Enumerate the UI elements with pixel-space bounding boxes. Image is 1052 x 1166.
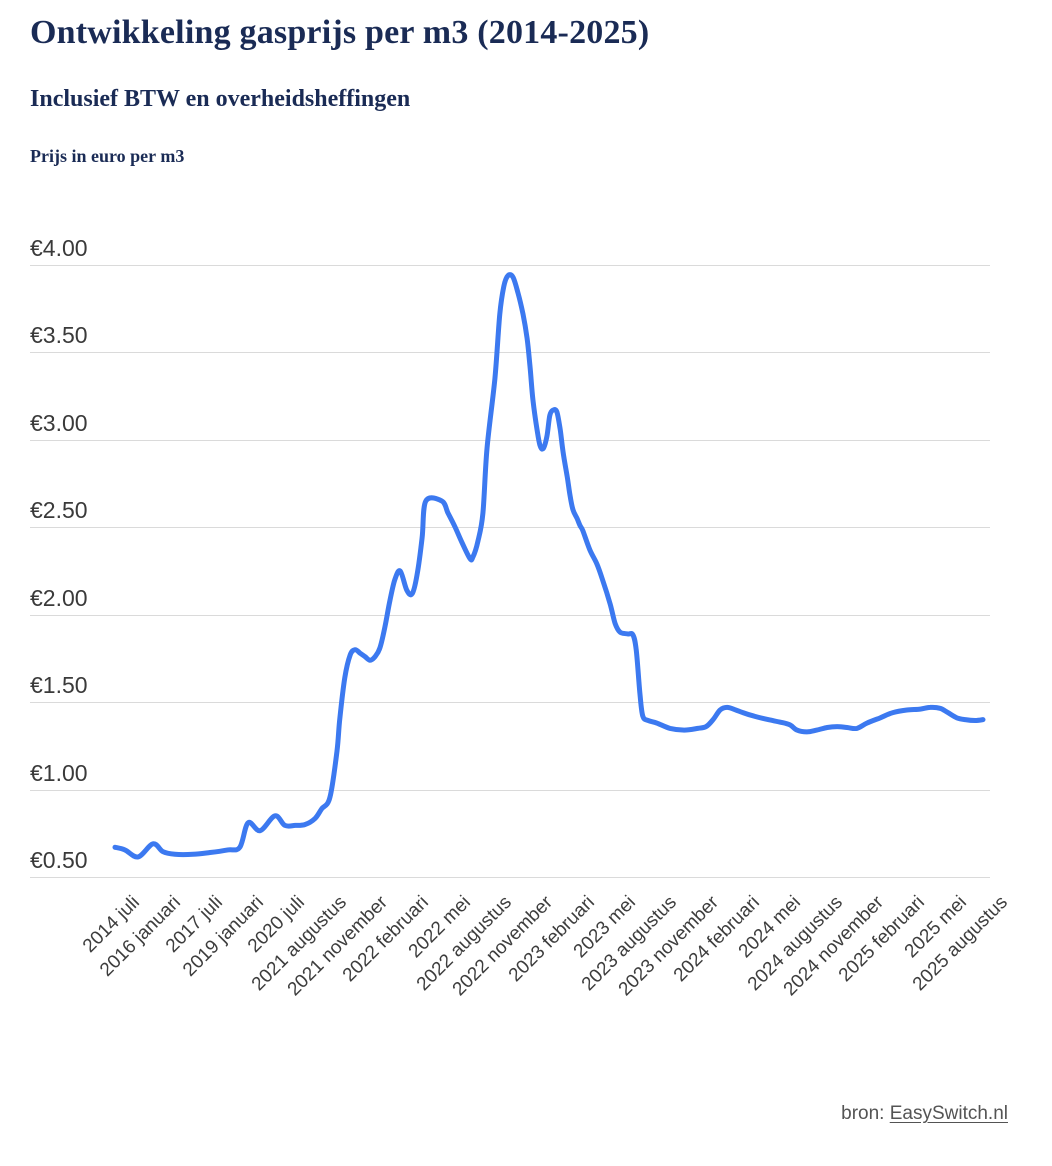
page-title: Ontwikkeling gasprijs per m3 (2014-2025) <box>30 14 650 51</box>
y-axis-label: €4.00 <box>30 235 88 261</box>
source-prefix: bron: <box>841 1103 890 1124</box>
gridlines <box>30 265 990 878</box>
y-axis-title: Prijs in euro per m3 <box>30 146 185 166</box>
y-axis-label: €3.00 <box>30 409 88 436</box>
y-axis-label: €1.00 <box>30 759 88 786</box>
chart-subtitle: Inclusief BTW en overheidsheffingen <box>30 86 411 112</box>
y-axis-label: €1.50 <box>30 672 88 699</box>
source-link[interactable]: EasySwitch.nl <box>889 1103 1008 1124</box>
gas-price-line <box>112 272 986 860</box>
y-axis-label: €0.50 <box>30 847 88 873</box>
y-axis-label: €2.50 <box>30 497 88 524</box>
y-axis-label: €2.00 <box>30 584 88 611</box>
source-attribution: bron: EasySwitch.nl <box>841 1103 1008 1125</box>
y-axis-label: €3.50 <box>30 322 88 349</box>
